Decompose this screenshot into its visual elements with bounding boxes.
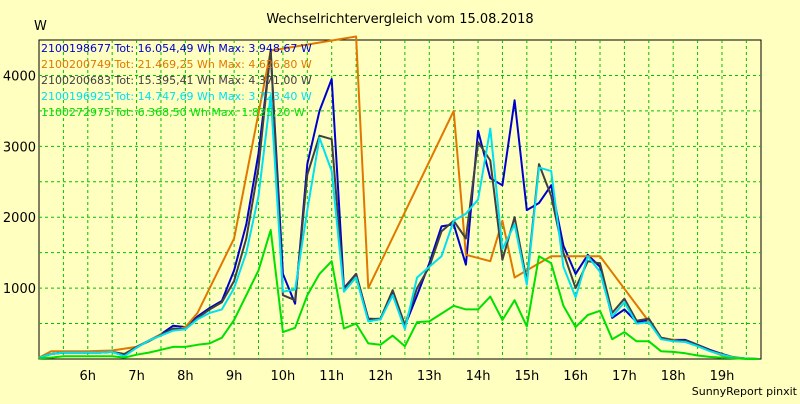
grid [39, 40, 761, 359]
legend-entry-1100272975: 1100272975 Tot: 6.368,50 Wh Max: 1.825,2… [41, 106, 305, 119]
x-tick-label: 17h [612, 369, 637, 384]
series-line-1100272975 [38, 229, 759, 360]
footer-credit: SunnyReport pinxit [692, 385, 798, 398]
series-line-2100196925 [38, 94, 759, 360]
series-lines [38, 35, 759, 360]
x-tick-label: 6h [80, 369, 97, 384]
x-tick-label: 19h [710, 369, 735, 384]
legend: 2100198677 Tot: 16.054,49 Wh Max: 3.948,… [41, 42, 312, 119]
x-tick-label: 18h [661, 369, 686, 384]
chart-title: Wechselrichtervergleich vom 15.08.2018 [266, 12, 533, 27]
y-tick-label: 4000 [3, 69, 36, 84]
x-tick-label: 14h [466, 369, 491, 384]
x-tick-label: 10h [271, 369, 296, 384]
x-tick-label: 9h [226, 369, 243, 384]
x-tick-label: 16h [563, 369, 588, 384]
legend-entry-2100198677: 2100198677 Tot: 16.054,49 Wh Max: 3.948,… [41, 42, 312, 55]
plot-area [38, 39, 762, 360]
x-tick-label: 15h [514, 369, 539, 384]
y-tick-label: 2000 [3, 211, 36, 226]
x-tick-label: 7h [128, 369, 145, 384]
legend-entry-2100200683: 2100200683 Tot: 15.395,41 Wh Max: 4.371,… [41, 74, 312, 87]
x-tick-label: 11h [319, 369, 344, 384]
x-tick-label: 12h [368, 369, 393, 384]
legend-entry-2100200749: 2100200749 Tot: 21.469,25 Wh Max: 4.626,… [41, 58, 312, 71]
x-tick-label: 13h [417, 369, 442, 384]
x-tick-label: 8h [177, 369, 194, 384]
y-axis-label: W [34, 19, 47, 34]
y-tick-label: 3000 [3, 140, 36, 155]
y-tick-label: 1000 [3, 282, 36, 297]
axes: 6h 7h 8h 9h 10h 11h 12h 13h 14h 15h 16h 17h 18h 19h 10… [3, 69, 734, 384]
legend-entry-2100196925: 2100196925 Tot: 14.747,69 Wh Max: 3.723,… [41, 90, 312, 103]
